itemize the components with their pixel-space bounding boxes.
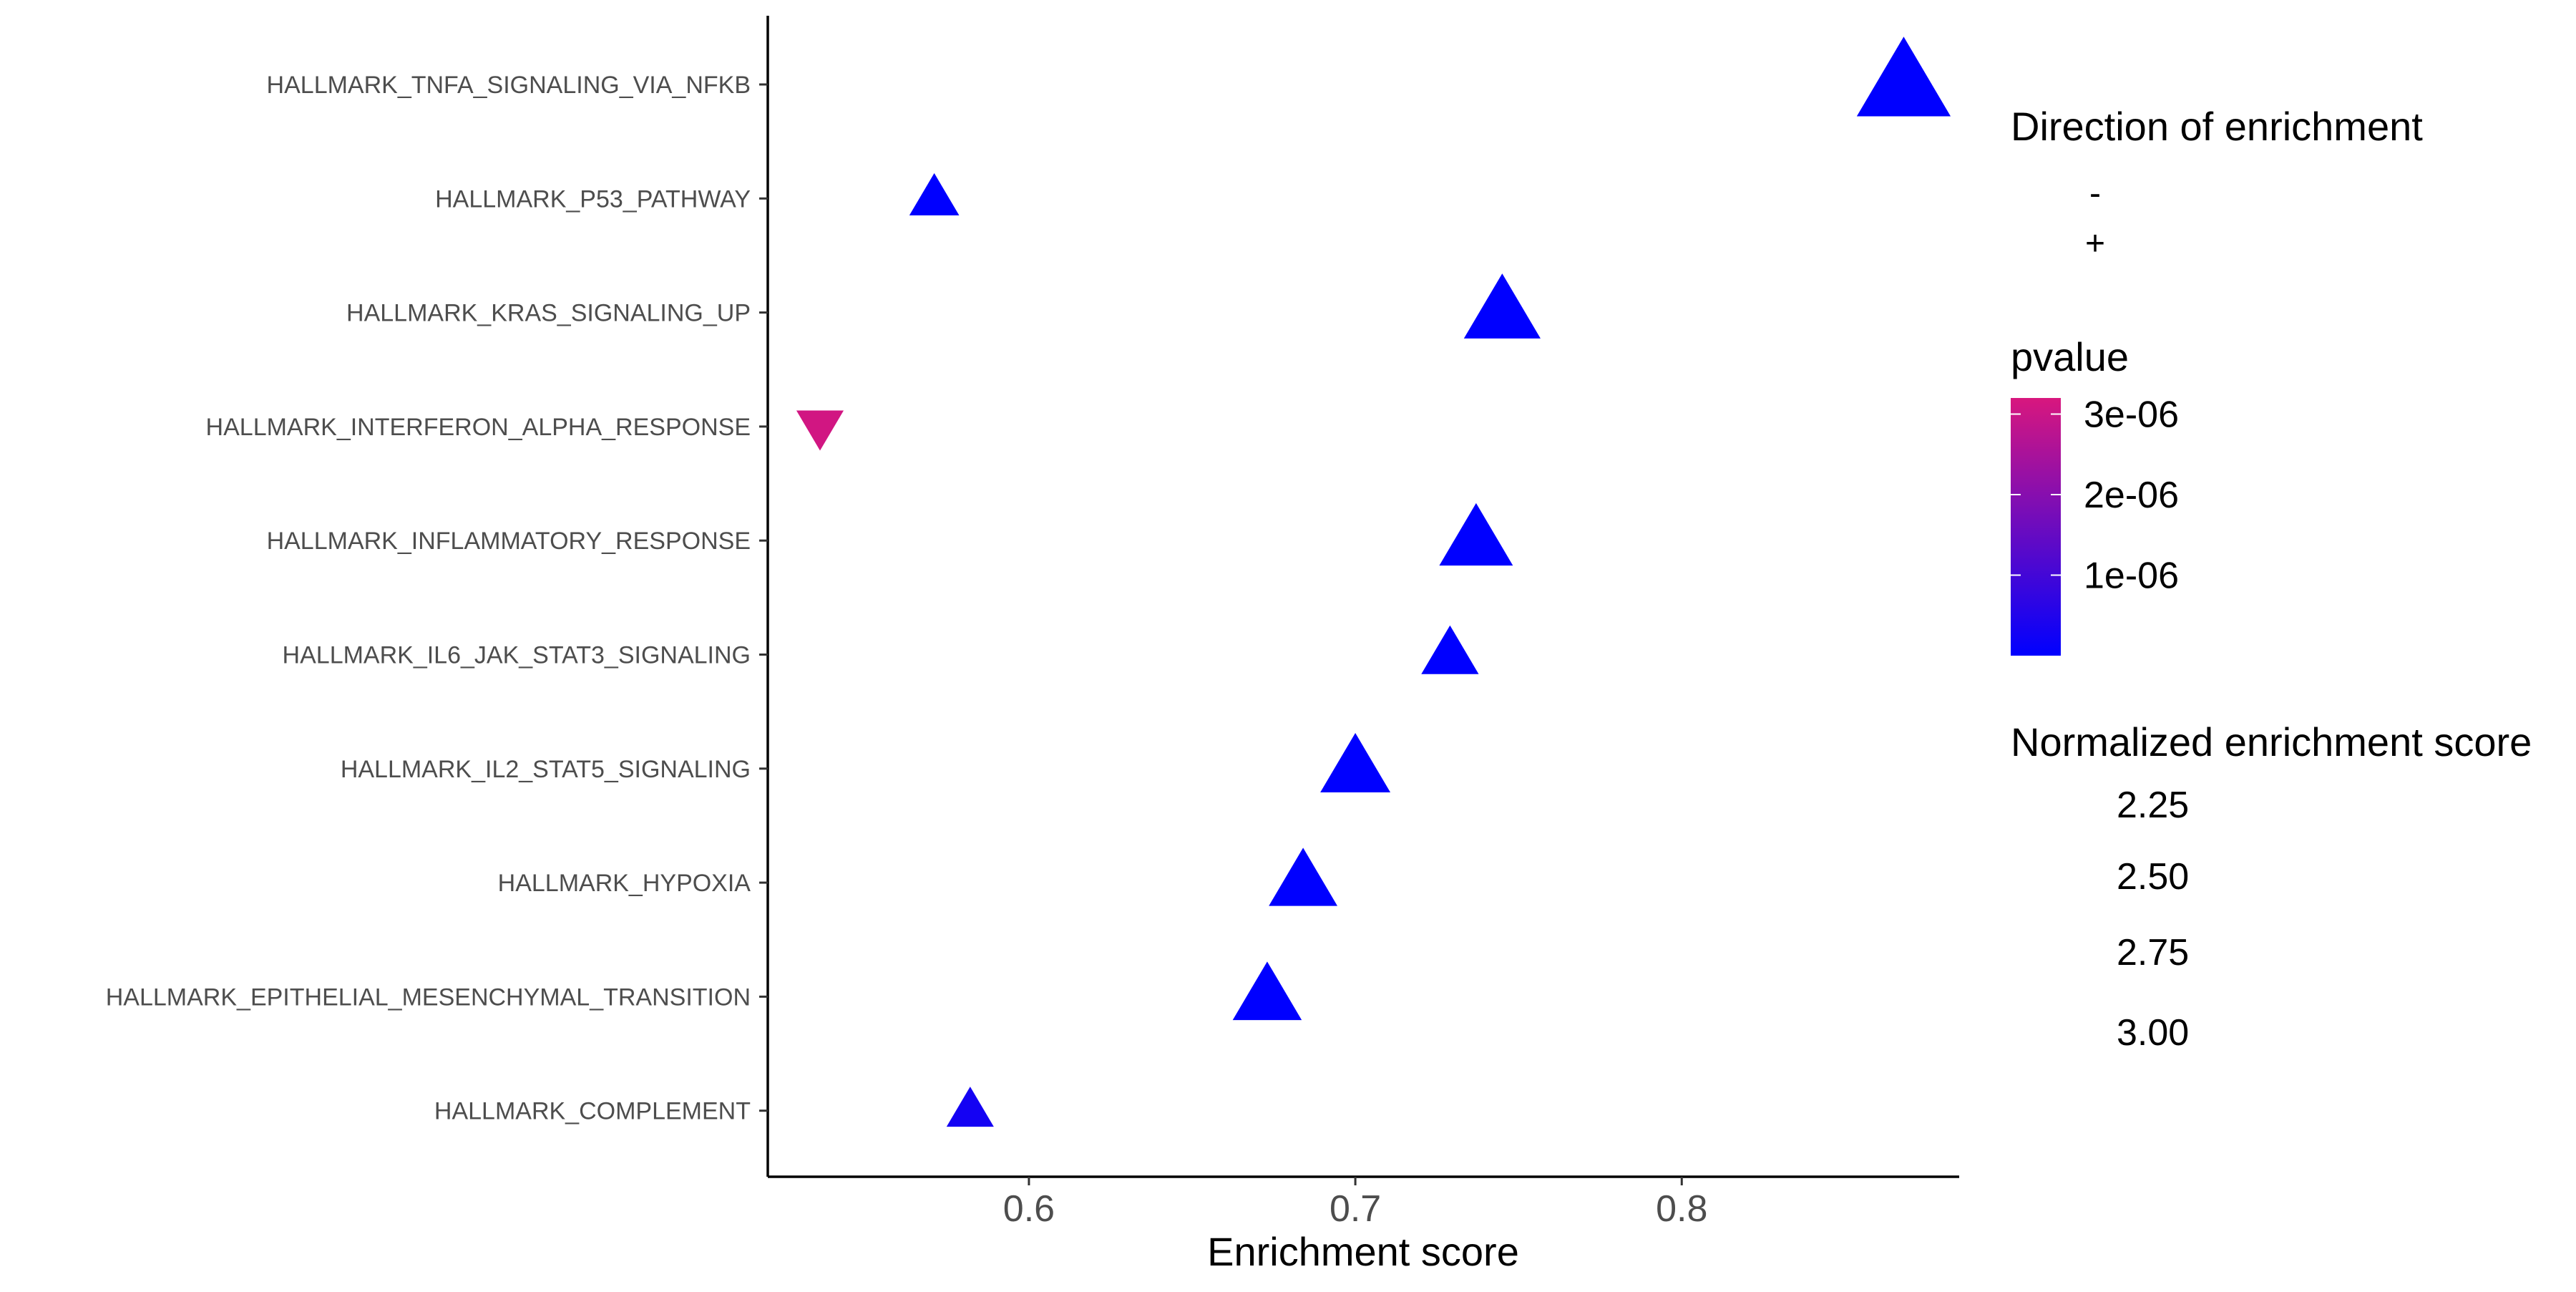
legend-pvalue-title: pvalue xyxy=(2011,334,2129,379)
data-points xyxy=(796,37,1951,1127)
y-tick-label: HALLMARK_INTERFERON_ALPHA_RESPONSE xyxy=(206,414,751,441)
y-tick-label: HALLMARK_KRAS_SIGNALING_UP xyxy=(346,300,751,327)
legend-direction: Direction of enrichment - + xyxy=(2011,104,2423,263)
y-tick-label: HALLMARK_P53_PATHWAY xyxy=(435,185,751,213)
x-tick-label: 0.8 xyxy=(1656,1188,1707,1230)
x-axis-ticks: 0.6 0.7 0.8 xyxy=(1003,1177,1707,1230)
data-point xyxy=(1320,733,1391,792)
x-tick-label: 0.7 xyxy=(1330,1188,1381,1230)
data-point xyxy=(796,410,844,451)
y-tick-label: HALLMARK_TNFA_SIGNALING_VIA_NFKB xyxy=(267,72,751,99)
pvalue-colorbar-ticks: 3e-06 2e-06 1e-06 xyxy=(2011,394,2179,597)
legend-direction-item-minus: - xyxy=(2089,175,2101,213)
y-tick-label: HALLMARK_HYPOXIA xyxy=(498,870,751,897)
data-point xyxy=(1421,625,1479,674)
data-point xyxy=(1439,502,1513,566)
nes-legend-label: 2.25 xyxy=(2117,785,2189,826)
data-point xyxy=(1463,273,1541,339)
nes-legend-label: 2.50 xyxy=(2117,856,2189,898)
nes-legend-label: 2.75 xyxy=(2117,932,2189,973)
pvalue-colorbar xyxy=(2011,398,2061,656)
legend-pvalue: pvalue 3e-06 2e-06 1e-06 xyxy=(2011,334,2179,656)
nes-legend-labels: 2.25 2.50 2.75 3.00 xyxy=(2117,785,2189,1054)
y-tick-label: HALLMARK_IL2_STAT5_SIGNALING xyxy=(341,756,751,783)
legend-direction-item-plus: + xyxy=(2085,225,2105,263)
colorbar-label: 1e-06 xyxy=(2084,555,2179,597)
x-tick-label: 0.6 xyxy=(1003,1188,1055,1230)
data-point xyxy=(946,1087,994,1127)
y-tick-label: HALLMARK_INFLAMMATORY_RESPONSE xyxy=(267,528,751,555)
nes-legend-label: 3.00 xyxy=(2117,1012,2189,1054)
data-point xyxy=(1269,847,1338,906)
data-point xyxy=(1232,961,1302,1021)
data-point xyxy=(909,173,960,215)
data-point xyxy=(1856,37,1951,117)
legend-direction-title: Direction of enrichment xyxy=(2011,104,2423,149)
y-tick-label: HALLMARK_COMPLEMENT xyxy=(434,1098,751,1125)
plot-panel: HALLMARK_TNFA_SIGNALING_VIA_NFKB HALLMARK… xyxy=(106,16,1959,1274)
colorbar-label: 3e-06 xyxy=(2084,394,2179,436)
x-axis-title: Enrichment score xyxy=(1207,1229,1519,1274)
y-tick-label: HALLMARK_EPITHELIAL_MESENCHYMAL_TRANSITI… xyxy=(106,983,751,1011)
y-axis-ticks: HALLMARK_TNFA_SIGNALING_VIA_NFKB HALLMARK… xyxy=(106,72,768,1125)
y-tick-label: HALLMARK_IL6_JAK_STAT3_SIGNALING xyxy=(283,642,751,669)
legend-nes: Normalized enrichment score 2.25 2.50 2.75… xyxy=(2011,719,2532,1054)
legend-nes-title: Normalized enrichment score xyxy=(2011,719,2532,764)
colorbar-label: 2e-06 xyxy=(2084,475,2179,516)
